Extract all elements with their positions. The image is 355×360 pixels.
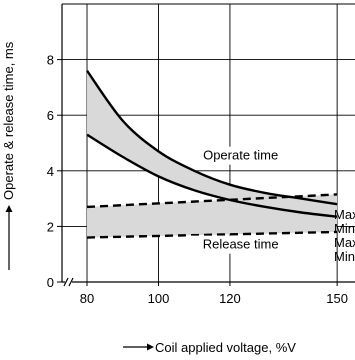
y-axis-arrowhead — [5, 205, 13, 212]
y-tick-label: 4 — [47, 164, 54, 179]
annotation-bg — [188, 146, 293, 165]
y-tick-label: 6 — [47, 108, 54, 123]
annotation-label: Release time — [203, 237, 279, 252]
series-label: Max. — [334, 235, 355, 250]
axis-titles: Coil applied voltage, %V Operate & relea… — [1, 41, 296, 355]
y-tick-label: 8 — [47, 53, 54, 68]
y-axis-label: Operate & release time, ms — [1, 41, 16, 200]
x-tick-label: 120 — [219, 291, 241, 306]
series-label: Max. — [334, 207, 355, 222]
axes — [57, 4, 355, 287]
y-tick-label: 0 — [47, 275, 54, 290]
annotation-bg — [188, 235, 293, 254]
series-line-1 — [86, 133, 338, 218]
series-line-0 — [86, 70, 338, 206]
series-label: Min. — [334, 221, 355, 236]
shaded-bands — [87, 70, 338, 238]
series-label: Min. — [334, 249, 355, 264]
axis-break-mark — [63, 277, 69, 287]
x-tick-label: 150 — [326, 291, 348, 306]
axis-break-mark — [68, 277, 74, 287]
annotations: Operate time Release time — [188, 146, 293, 254]
release-time-band — [87, 194, 338, 238]
series-labels: Max.Min.Max.Min. — [334, 207, 355, 264]
series-lines — [86, 70, 338, 239]
x-axis-label: Coil applied voltage, %V — [155, 340, 296, 355]
x-tick-label: 100 — [148, 291, 170, 306]
series-line-3 — [86, 230, 338, 239]
x-axis-arrowhead — [147, 343, 154, 351]
tick-labels: 0 2 4 6 8 80 100 120 150 — [47, 53, 348, 306]
annotation-label: Operate time — [203, 148, 278, 163]
series-line-2 — [86, 193, 338, 209]
axis-break-gap — [65, 277, 72, 287]
y-tick-label: 2 — [47, 219, 54, 234]
x-tick-label: 80 — [80, 291, 94, 306]
